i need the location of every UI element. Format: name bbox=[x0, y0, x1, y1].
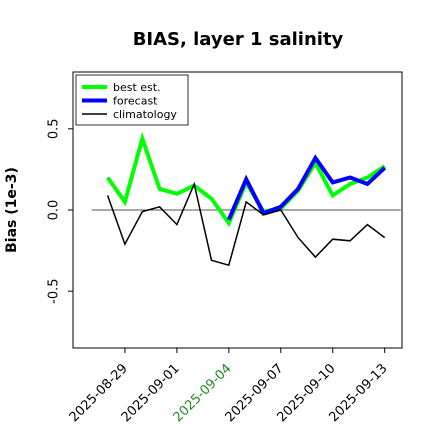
legend-label: climatology bbox=[113, 108, 177, 121]
legend-label: best est. bbox=[113, 81, 161, 94]
y-axis-label: Bias (1e-3) bbox=[4, 167, 20, 253]
y-tick-label: 0.5 bbox=[47, 118, 62, 139]
y-tick-label: -0.5 bbox=[47, 278, 62, 303]
y-tick-label: 0.0 bbox=[47, 200, 62, 221]
legend-label: forecast bbox=[113, 95, 158, 108]
series-line-forecast bbox=[226, 154, 387, 221]
series-line-climatology bbox=[106, 181, 386, 267]
chart-title: BIAS, layer 1 salinity bbox=[133, 29, 344, 50]
